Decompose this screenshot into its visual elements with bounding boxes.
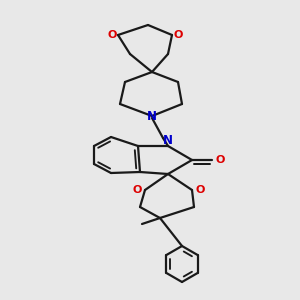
Text: N: N <box>163 134 173 146</box>
Text: N: N <box>147 110 157 122</box>
Text: O: O <box>195 185 205 195</box>
Text: O: O <box>132 185 142 195</box>
Text: O: O <box>215 155 225 165</box>
Text: O: O <box>173 30 183 40</box>
Text: O: O <box>107 30 117 40</box>
